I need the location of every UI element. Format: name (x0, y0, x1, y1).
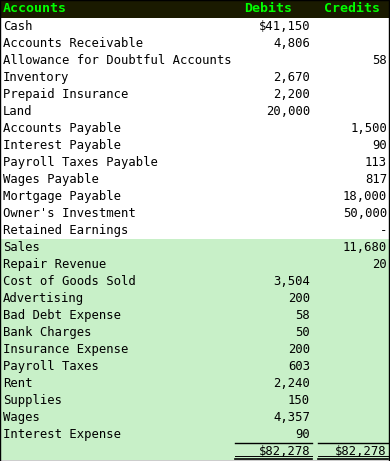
Bar (0, 290, 390, 307)
Text: 11,680: 11,680 (343, 241, 387, 254)
Text: 50: 50 (295, 326, 310, 339)
Text: $82,278: $82,278 (335, 445, 387, 458)
Bar (0, 35, 390, 52)
Bar (0, 324, 390, 341)
Bar (0, 256, 390, 273)
Text: Interest Expense: Interest Expense (3, 428, 121, 441)
Bar (0, 103, 390, 120)
Text: Advertising: Advertising (3, 292, 84, 305)
Text: 200: 200 (288, 343, 310, 356)
Bar (0, 52, 390, 69)
Bar (0, 0, 390, 18)
Text: 1,500: 1,500 (350, 122, 387, 135)
Text: 58: 58 (372, 54, 387, 67)
Text: 50,000: 50,000 (343, 207, 387, 220)
Text: 200: 200 (288, 292, 310, 305)
Bar (0, 409, 390, 426)
Bar (0, 222, 390, 239)
Text: Cash: Cash (3, 20, 32, 33)
Text: 20: 20 (372, 258, 387, 271)
Text: Cost of Goods Sold: Cost of Goods Sold (3, 275, 136, 288)
Text: Wages Payable: Wages Payable (3, 173, 99, 186)
Text: Bad Debt Expense: Bad Debt Expense (3, 309, 121, 322)
Bar (0, 86, 390, 103)
Text: 817: 817 (365, 173, 387, 186)
Text: Land: Land (3, 105, 32, 118)
Text: Accounts Payable: Accounts Payable (3, 122, 121, 135)
Text: Insurance Expense: Insurance Expense (3, 343, 128, 356)
Text: Accounts: Accounts (3, 2, 67, 16)
Text: 90: 90 (372, 139, 387, 152)
Text: $82,278: $82,278 (258, 445, 310, 458)
Text: 4,357: 4,357 (273, 411, 310, 424)
Text: Interest Payable: Interest Payable (3, 139, 121, 152)
Text: Sales: Sales (3, 241, 40, 254)
Text: 3,504: 3,504 (273, 275, 310, 288)
Text: 18,000: 18,000 (343, 190, 387, 203)
Bar (0, 188, 390, 205)
Text: Wages: Wages (3, 411, 40, 424)
Text: Rent: Rent (3, 377, 32, 390)
Text: Payroll Taxes Payable: Payroll Taxes Payable (3, 156, 158, 169)
Text: -: - (379, 224, 387, 237)
Text: $41,150: $41,150 (258, 20, 310, 33)
Text: Mortgage Payable: Mortgage Payable (3, 190, 121, 203)
Bar (0, 239, 390, 256)
Text: Credits: Credits (324, 2, 380, 16)
Text: Supplies: Supplies (3, 394, 62, 407)
Text: 2,200: 2,200 (273, 88, 310, 101)
Text: 2,670: 2,670 (273, 71, 310, 84)
Text: Allowance for Doubtful Accounts: Allowance for Doubtful Accounts (3, 54, 232, 67)
Text: Debits: Debits (244, 2, 292, 16)
Bar (0, 69, 390, 86)
Text: Repair Revenue: Repair Revenue (3, 258, 106, 271)
Bar (0, 137, 390, 154)
Bar (0, 205, 390, 222)
Text: 4,806: 4,806 (273, 37, 310, 50)
Bar (0, 358, 390, 375)
Text: Inventory: Inventory (3, 71, 69, 84)
Text: 20,000: 20,000 (266, 105, 310, 118)
Text: Prepaid Insurance: Prepaid Insurance (3, 88, 128, 101)
Text: 113: 113 (365, 156, 387, 169)
Text: 150: 150 (288, 394, 310, 407)
Text: 603: 603 (288, 360, 310, 373)
Text: Owner's Investment: Owner's Investment (3, 207, 136, 220)
Text: Payroll Taxes: Payroll Taxes (3, 360, 99, 373)
Bar (0, 171, 390, 188)
Bar (0, 375, 390, 392)
Bar (0, 273, 390, 290)
Bar (0, 18, 390, 35)
Text: 2,240: 2,240 (273, 377, 310, 390)
Bar (0, 341, 390, 358)
Text: Retained Earnings: Retained Earnings (3, 224, 128, 237)
Text: 58: 58 (295, 309, 310, 322)
Bar (0, 120, 390, 137)
Text: Bank Charges: Bank Charges (3, 326, 92, 339)
Text: 90: 90 (295, 428, 310, 441)
Bar (0, 154, 390, 171)
Bar (0, 443, 390, 460)
Bar (0, 392, 390, 409)
Text: Accounts Receivable: Accounts Receivable (3, 37, 143, 50)
Bar (0, 307, 390, 324)
Bar (0, 426, 390, 443)
